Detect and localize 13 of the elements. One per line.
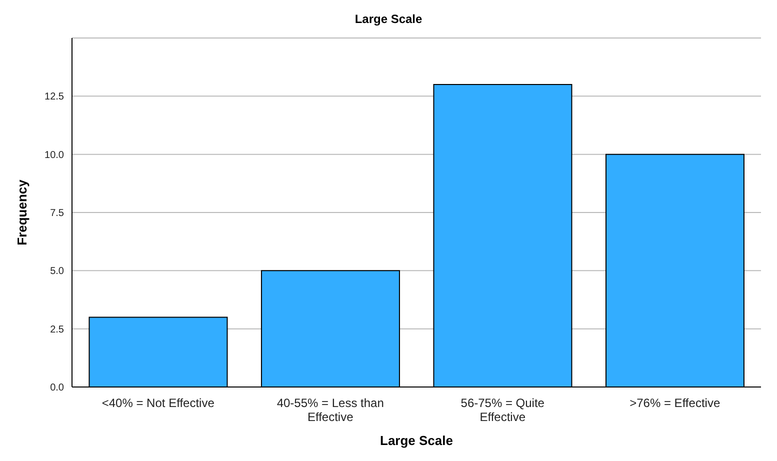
y-tick-label: 0.0: [50, 382, 64, 394]
x-tick-label: >76% = Effective: [630, 396, 720, 410]
y-tick-label: 5.0: [50, 266, 64, 278]
x-tick-label: <40% = Not Effective: [102, 396, 215, 410]
y-tick-label: 12.5: [44, 92, 64, 103]
y-tick-label: 2.5: [50, 324, 64, 336]
x-axis-title: Large Scale: [380, 433, 453, 448]
y-tick-label: 7.5: [50, 208, 64, 220]
y-axis-title: Frequency: [14, 178, 30, 246]
y-tick-label: 10.0: [44, 150, 64, 161]
chart-title: Large Scale: [354, 11, 424, 28]
x-tick-label: 56-75% = Quite Effective: [460, 396, 545, 424]
x-tick-label: 40-55% = Less than Effective: [276, 396, 384, 424]
